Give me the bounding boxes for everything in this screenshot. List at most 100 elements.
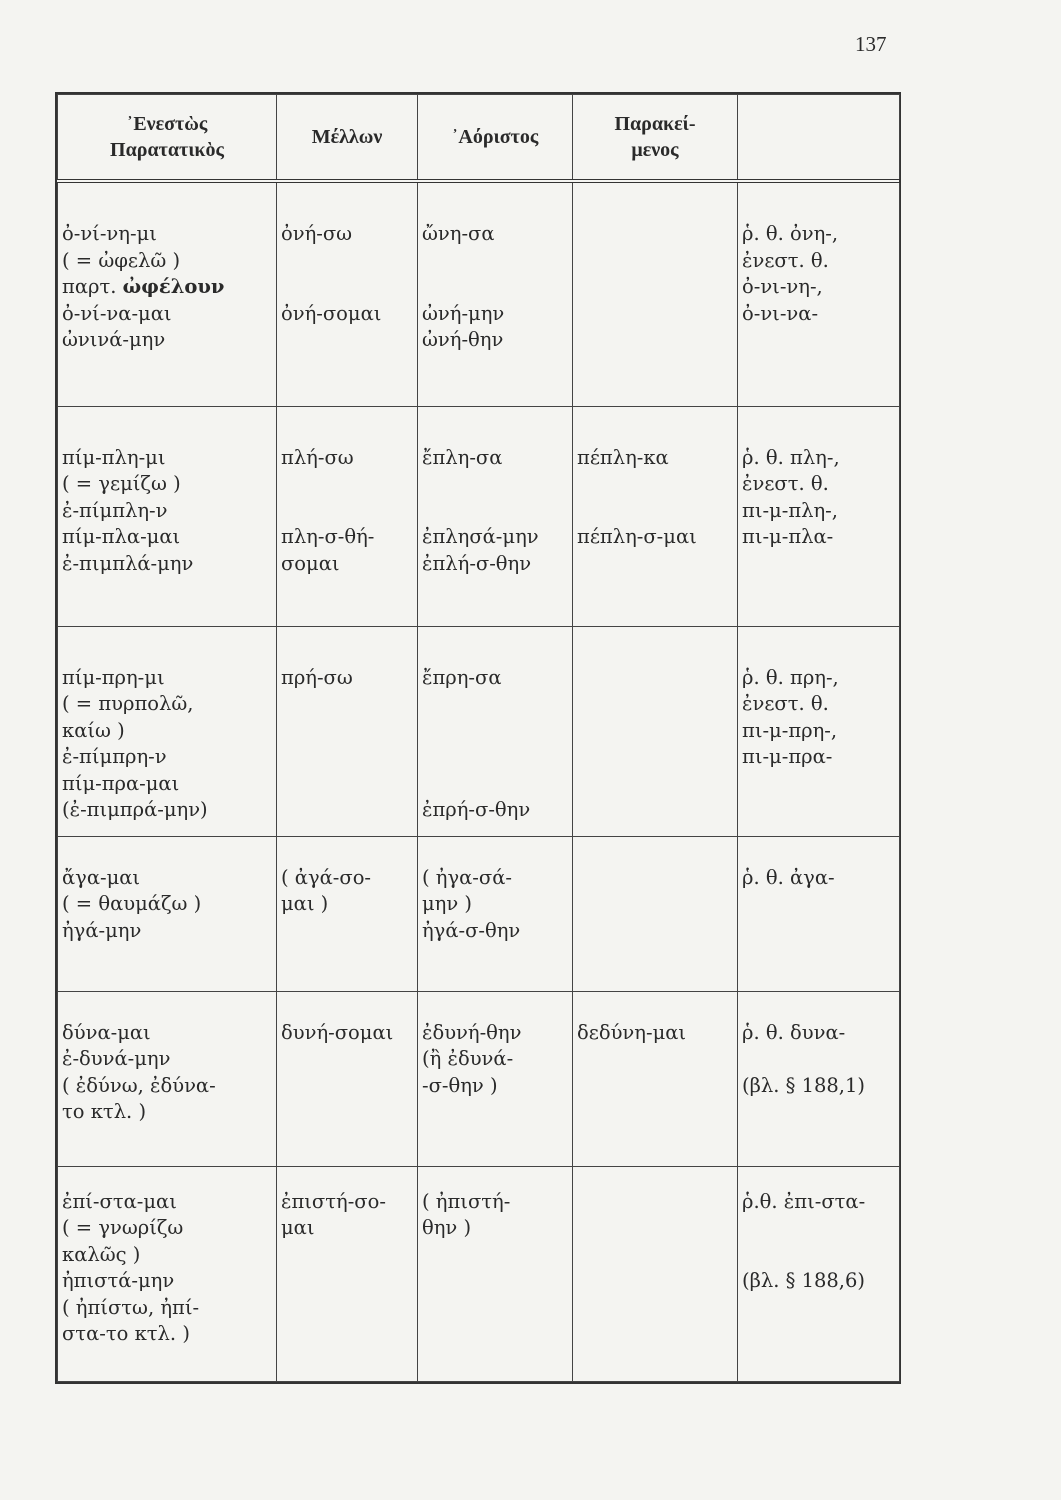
cell-line: πι-μ-πλη-, (742, 498, 838, 522)
cell-line: ( = ὠφελῶ ) (62, 248, 181, 272)
cell-line: ἐπρή-σ-θην (422, 798, 531, 821)
header-text: ᾿Αόριστος (451, 125, 539, 148)
cell-line (422, 744, 568, 771)
cell-line: ὀ-νι-να- (742, 301, 819, 325)
cell-line: πίμ-πλη-μι (62, 445, 166, 469)
cell-line: παρτ. ὠφέλουν (62, 274, 272, 301)
column-header-present-imperfect: ᾿Ενεστὼς Παρατατικὸς (57, 94, 277, 182)
cell-line: ῥ. θ. πλη-, (742, 445, 840, 469)
cell-line: ὀ-νί-νη-μι (62, 222, 157, 245)
cell-line: ὠνή-θην (422, 328, 504, 351)
cell-perfect (572, 625, 738, 837)
cell-line: ἐπλησά-μην (422, 525, 539, 548)
cell-aorist: ἔπρη-σα ἐπρή-σ-θην (417, 625, 573, 837)
cell-line: ἐπιστή-σο- (281, 1189, 386, 1213)
cell-present-imperfect: ὀ-νί-νη-μι ( = ὠφελῶ ) παρτ. ὠφέλουν ὀ-νί-ν… (57, 180, 277, 407)
table-row: πίμ-πρη-μι ( = πυρπολῶ, καίω ) ἐ-πίμπρη-ν πί… (57, 625, 900, 837)
header-text: Παρατατικὸς (110, 139, 224, 161)
cell-line (742, 1046, 895, 1073)
cell-future: πρή-σω (276, 625, 418, 837)
cell-line: ὠνινά-μην (62, 328, 166, 351)
cell-line: πέπλη-κα (577, 445, 669, 469)
cell-line: ῥ. θ. δυνα- (742, 1020, 846, 1044)
column-header-aorist: ᾿Αόριστος (417, 94, 573, 182)
cell-aorist: ὤνη-σα ὠνή-μην ὠνή-θην (417, 180, 573, 407)
cell-line (742, 1215, 895, 1242)
cell-perfect (572, 180, 738, 407)
table-row: ἄγα-μαι ( = θαυμάζω ) ἠγά-μην ( ἀγά-σο-μαι … (57, 835, 900, 992)
cell-notes: ῥ. θ. ὀνη-, ἐνεστ. θ. ὀ-νι-νη-, ὀ-νι-να- (737, 180, 900, 407)
header-text (742, 124, 895, 151)
table-row: ὀ-νί-νη-μι ( = ὠφελῶ ) παρτ. ὠφέλουν ὀ-νί-ν… (57, 180, 900, 407)
cell-present-imperfect: πίμ-πλη-μι ( = γεμίζω ) ἐ-πίμπλη-ν πίμ-πλα-… (57, 405, 277, 627)
cell-line: ἐνεστ. θ. (742, 472, 829, 495)
column-header-future: Μέλλων (276, 94, 418, 182)
cell-line: μαι ) (281, 892, 329, 915)
cell-line: ὀ-νι-νη-, (742, 275, 823, 298)
table-header-row: ᾿Ενεστὼς Παρατατικὸς Μέλλων ᾿Αόριστος Παρακε… (57, 94, 900, 182)
table-row: πίμ-πλη-μι ( = γεμίζω ) ἐ-πίμπλη-ν πίμ-πλα-… (57, 405, 900, 627)
cell-line (422, 274, 568, 301)
cell-line: ἐ-πίμπρη-ν (62, 745, 167, 768)
cell-aorist: ἐδυνή-θην (ἢ ἐδυνά- -σ-θην ) (417, 990, 573, 1167)
cell-line: ἔπρη-σα (422, 665, 502, 689)
cell-line (422, 471, 568, 498)
cell-line: (ἢ ἐδυνά- (422, 1047, 514, 1070)
header-text: ᾿Ενεστὼς (126, 112, 208, 135)
cell-notes: ῥ.θ. ἐπι-στα- (βλ. § 188,6) (737, 1165, 900, 1382)
cell-line (422, 718, 568, 745)
cell-line: ἐ-πίμπλη-ν (62, 498, 168, 522)
cell-line: ὀνή-σομαι (281, 301, 382, 325)
cell-line: ῥ. θ. πρη-, (742, 665, 839, 689)
cell-line: ( ἠπίστω, ἠπί- (62, 1295, 200, 1319)
cell-line: δυνή-σομαι (281, 1020, 394, 1044)
page-number: 137 (855, 32, 887, 56)
table-row: ἐπί-στα-μαι ( = γνωρίζω καλῶς ) ἠπιστά-μην (… (57, 1165, 900, 1382)
cell-line: ὠνή-μην (422, 301, 505, 325)
cell-line (281, 498, 413, 525)
cell-perfect: δεδύνη-μαι (572, 990, 738, 1167)
cell-line: πέπλη-σ-μαι (577, 525, 697, 548)
header-text: μενος (631, 139, 679, 161)
cell-line: -σ-θην ) (422, 1073, 498, 1097)
cell-line: ἐπί-στα-μαι (62, 1189, 177, 1213)
cell-aorist: ἔπλη-σα ἐπλησά-μην ἐπλή-σ-θην (417, 405, 573, 627)
cell-line: ῥ.θ. ἐπι-στα- (742, 1189, 866, 1213)
cell-line: πλη-σ-θή- (281, 525, 375, 548)
cell-line: ῥ. θ. ἀγα- (742, 865, 835, 889)
cell-line: ὀ-νί-να-μαι (62, 301, 172, 325)
cell-present-imperfect: ἐπί-στα-μαι ( = γνωρίζω καλῶς ) ἠπιστά-μην (… (57, 1165, 277, 1382)
cell-line: καίω ) (62, 718, 125, 742)
cell-line: μαι (281, 1216, 315, 1239)
cell-line: ( ἐδύνω, ἐδύνα- (62, 1073, 216, 1097)
cell-line: δεδύνη-μαι (577, 1020, 687, 1044)
table-row: δύνα-μαι ἐ-δυνά-μην ( ἐδύνω, ἐδύνα-το κτλ.… (57, 990, 900, 1167)
cell-line: πίμ-πλα-μαι (62, 525, 181, 548)
column-header-perfect: Παρακεί-μενος (572, 94, 738, 182)
cell-line (422, 498, 568, 525)
cell-line: καλῶς ) (62, 1242, 141, 1266)
cell-line: πίμ-πρη-μι (62, 665, 165, 689)
cell-line (281, 248, 413, 275)
cell-line (422, 691, 568, 718)
cell-line: ( ἠγα-σά- (422, 865, 512, 889)
cell-line: (βλ. § 188,6) (742, 1269, 866, 1292)
cell-line: πλή-σω (281, 445, 354, 469)
cell-present-imperfect: δύνα-μαι ἐ-δυνά-μην ( ἐδύνω, ἐδύνα-το κτλ.… (57, 990, 277, 1167)
cell-line: ( ἠπιστή- (422, 1189, 511, 1213)
cell-perfect (572, 835, 738, 992)
cell-line: ἐνεστ. θ. (742, 248, 829, 272)
cell-aorist: ( ἠπιστή-θην ) (417, 1165, 573, 1382)
cell-line: ἐ-πιμπλά-μην (62, 551, 194, 575)
cell-line: (ἐ-πιμπρά-μην) (62, 798, 208, 821)
cell-line: θην ) (422, 1216, 472, 1239)
cell-line (742, 1242, 895, 1269)
cell-line (281, 274, 413, 301)
cell-line: πρή-σω (281, 665, 353, 689)
cell-future: δυνή-σομαι (276, 990, 418, 1167)
cell-line: πίμ-πρα-μαι (62, 771, 180, 795)
cell-line: ( = γεμίζω ) (62, 472, 181, 495)
bold-term: ὠφέλουν (122, 275, 225, 298)
cell-line: το κτλ. ) (62, 1100, 147, 1123)
cell-line: ὤνη-σα (422, 222, 495, 245)
